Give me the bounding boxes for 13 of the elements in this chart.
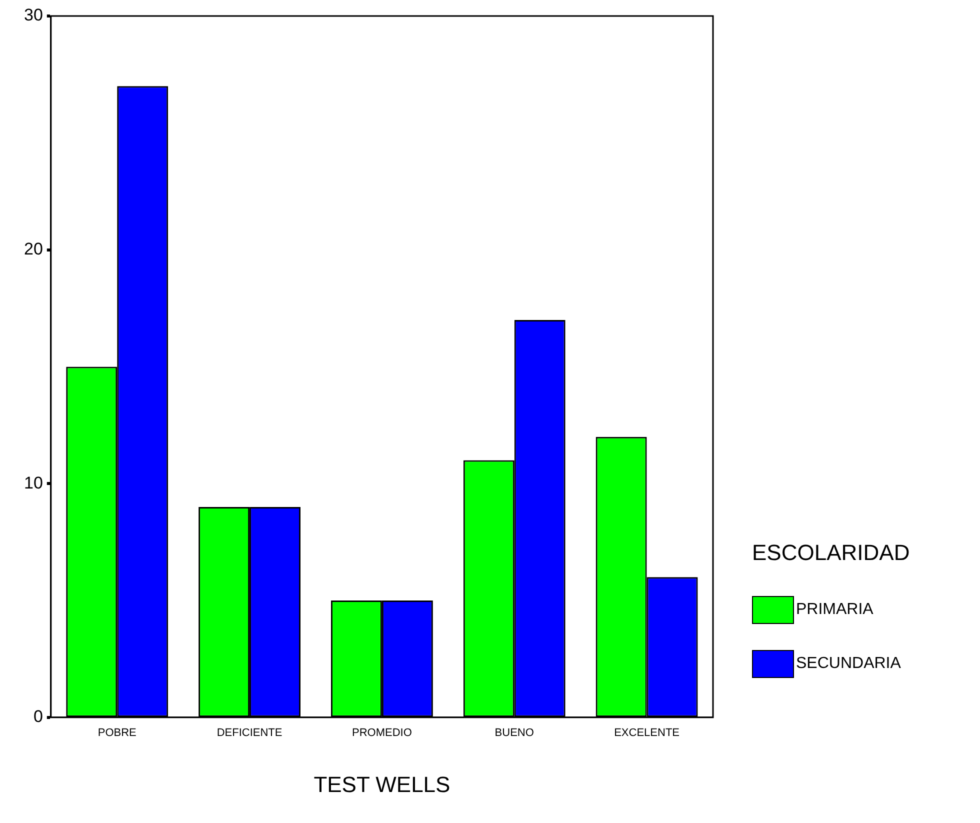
x-tick-label: PROMEDIO [352,727,412,740]
legend-label: SECUNDARIA [796,655,901,673]
x-tick-label: DEFICIENTE [216,727,282,740]
legend-title: ESCOLARIDAD [752,540,910,566]
y-tick-label: 0 [33,707,43,726]
y-tick-label: 10 [24,473,43,492]
legend-label: PRIMARIA [796,601,874,619]
x-tick-label: EXCELENTE [614,727,680,740]
y-tick-label: 30 [24,6,43,25]
x-axis-title: TEST WELLS [314,772,450,797]
x-tick-label: POBRE [98,727,136,740]
y-tick-label: 20 [24,239,43,258]
x-tick-label: BUENO [494,727,534,740]
